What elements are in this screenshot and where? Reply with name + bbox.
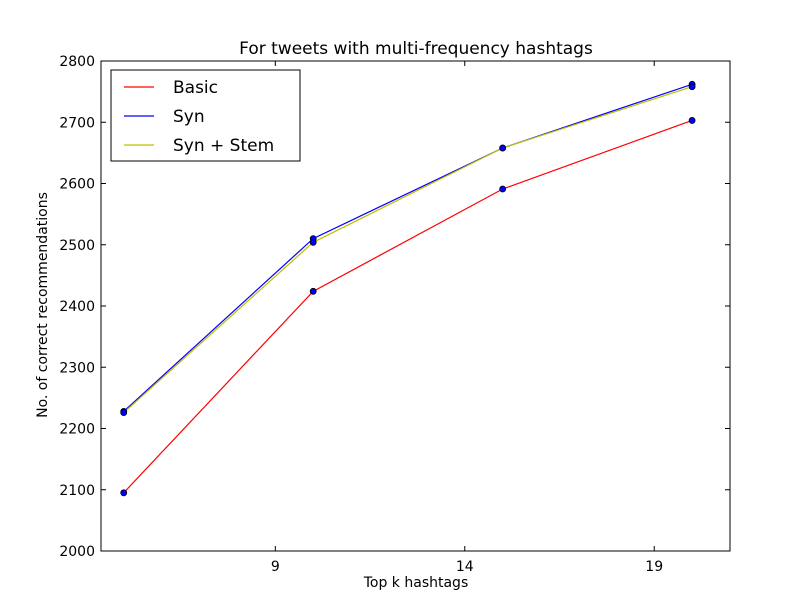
y-tick-label-1: 2100 — [59, 483, 95, 499]
legend-label-2: Syn + Stem — [173, 136, 274, 156]
x-axis-title: Top k hashtags — [363, 575, 469, 591]
data-point-0-3 — [688, 117, 696, 124]
y-tick-label-0: 2000 — [59, 544, 95, 560]
y-tick-label-7: 2700 — [59, 115, 95, 131]
y-tick-label-6: 2600 — [59, 177, 95, 193]
series-line-2 — [123, 86, 693, 414]
x-tick-label-0: 9 — [271, 559, 280, 575]
legend-label-1: Syn — [173, 107, 205, 127]
y-axis-title: No. of correct recommendations — [35, 192, 51, 418]
data-point-2-0 — [120, 409, 128, 416]
legend-label-0: Basic — [173, 78, 218, 98]
data-point-2-3 — [688, 83, 696, 91]
data-point-0-0 — [120, 489, 128, 497]
data-point-2-1 — [309, 238, 317, 246]
data-point-2-2 — [499, 144, 507, 152]
chart-title: For tweets with multi-frequency hashtags — [239, 39, 593, 59]
data-point-0-2 — [499, 185, 507, 193]
y-tick-label-3: 2300 — [59, 360, 95, 376]
legend: Basic Syn Syn + Stem — [110, 69, 301, 162]
y-tick-label-2: 2200 — [59, 422, 95, 438]
y-tick-label-4: 2400 — [59, 299, 95, 315]
plot-area: 2000 2100 2200 2300 2400 2500 2600 2700 2800 9 14 1… — [59, 54, 731, 575]
x-tick-label-1: 14 — [456, 559, 474, 575]
series-line-0 — [123, 119, 693, 494]
data-point-0-1 — [309, 287, 317, 295]
y-tick-label-5: 2500 — [59, 238, 95, 254]
x-tick-label-2: 19 — [645, 559, 663, 575]
series-line-1 — [123, 83, 693, 412]
y-tick-label-8: 2800 — [59, 54, 95, 70]
